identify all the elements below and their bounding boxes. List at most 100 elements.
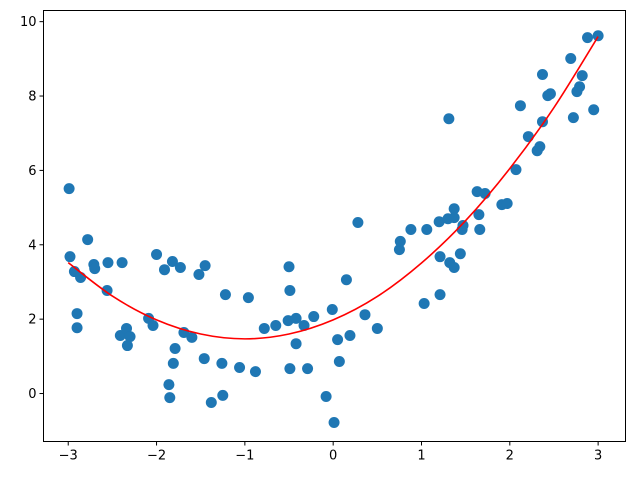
data-point [205, 396, 217, 408]
y-tick-label: 0 [28, 387, 36, 402]
x-tick-label: 0 [329, 449, 337, 464]
fit-curve [67, 36, 599, 340]
data-point [454, 248, 466, 260]
data-point [359, 309, 371, 321]
data-point [308, 311, 320, 323]
data-point [64, 251, 76, 263]
data-point [457, 219, 469, 231]
data-point [433, 216, 445, 228]
data-point [326, 303, 338, 315]
data-point [186, 331, 198, 343]
data-point [114, 330, 126, 342]
x-tick-label: 3 [594, 449, 602, 464]
data-point [216, 357, 228, 369]
data-point [249, 366, 261, 378]
data-point [89, 263, 101, 275]
data-point [421, 224, 433, 236]
data-point [536, 68, 548, 80]
x-tick-label: −1 [235, 449, 254, 464]
data-point [574, 81, 586, 93]
data-point [474, 224, 486, 236]
data-point [169, 343, 181, 355]
data-point [198, 353, 210, 365]
data-point [284, 285, 296, 297]
data-point [219, 289, 231, 301]
data-point [121, 340, 133, 352]
data-point [352, 216, 364, 228]
data-point [592, 30, 604, 42]
data-point [298, 319, 310, 331]
data-point [448, 261, 460, 273]
data-point [193, 269, 205, 281]
data-point [158, 264, 170, 276]
data-point [565, 52, 577, 64]
data-point [443, 113, 455, 125]
x-tick-label: −3 [59, 449, 78, 464]
data-point [71, 322, 83, 334]
data-point [340, 274, 352, 286]
y-tick-label: 10 [20, 15, 37, 30]
data-point [199, 260, 211, 272]
data-point [102, 257, 114, 269]
axes-frame [43, 10, 626, 442]
data-point [302, 363, 314, 375]
data-point [434, 251, 446, 263]
data-point [166, 256, 178, 268]
x-tick-label: 1 [417, 449, 425, 464]
data-point [124, 331, 136, 343]
data-point [582, 32, 594, 44]
data-point [101, 285, 113, 297]
data-point [82, 234, 94, 246]
data-point [217, 389, 229, 401]
y-tick-label: 2 [28, 313, 36, 328]
data-point [544, 88, 556, 100]
data-point [514, 100, 526, 112]
data-point [258, 322, 270, 334]
y-tick-label: 8 [28, 90, 36, 105]
data-point [283, 261, 295, 273]
data-point [371, 322, 383, 334]
x-tick-label: 2 [506, 449, 514, 464]
data-point [534, 141, 546, 153]
data-point [588, 104, 600, 116]
data-point [393, 244, 405, 256]
data-point [163, 379, 175, 391]
data-point [290, 338, 302, 350]
data-point [418, 298, 430, 310]
data-point [270, 319, 282, 331]
data-point [333, 356, 345, 368]
data-point [536, 116, 548, 128]
data-point [332, 334, 344, 346]
data-point [284, 363, 296, 375]
data-point [151, 248, 163, 260]
data-point [234, 361, 246, 373]
data-point [473, 209, 485, 221]
data-point [242, 292, 254, 304]
data-point [510, 164, 522, 176]
y-tick-label: 6 [28, 164, 36, 179]
data-point [63, 183, 75, 195]
fit-line-group [67, 36, 599, 340]
data-point [434, 289, 446, 301]
x-axis: −3 −2 −1 0 1 2 3 [59, 441, 602, 464]
data-point [501, 198, 513, 210]
data-point [290, 312, 302, 324]
data-point [320, 391, 332, 403]
data-point [71, 308, 83, 320]
data-point [448, 203, 460, 215]
x-tick-label: −2 [147, 449, 166, 464]
data-point [576, 70, 588, 82]
data-point [174, 261, 186, 273]
y-axis: 0 2 4 6 8 10 [20, 15, 44, 402]
data-point [328, 417, 340, 429]
data-point [75, 272, 87, 284]
y-tick-label: 4 [28, 238, 36, 253]
data-point [567, 112, 579, 124]
data-point [147, 319, 159, 331]
data-point [164, 392, 176, 404]
data-point [116, 257, 128, 269]
data-point [344, 330, 356, 342]
data-point [405, 224, 417, 236]
data-point [448, 212, 460, 224]
